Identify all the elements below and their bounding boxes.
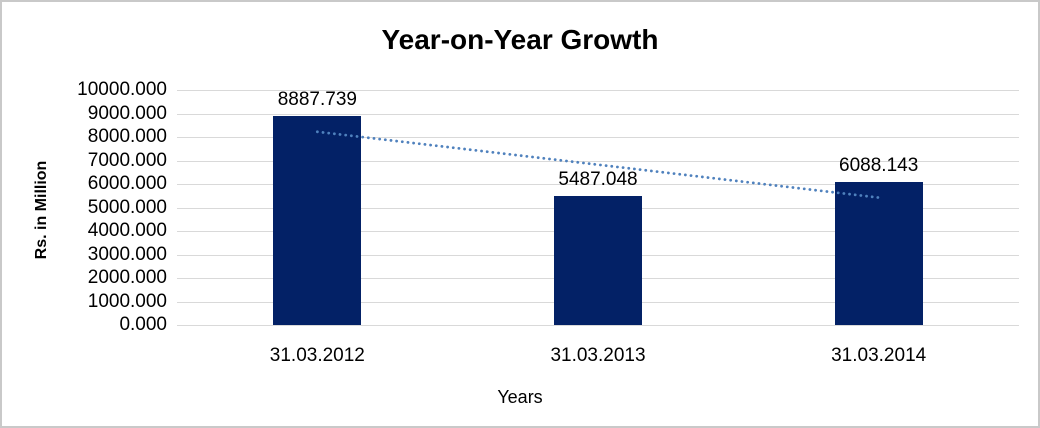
bar-value-label: 8887.739	[277, 89, 357, 111]
y-tick-label: 9000.000	[87, 102, 167, 124]
chart-title: Year-on-Year Growth	[381, 24, 659, 55]
y-tick-label: 3000.000	[87, 243, 167, 265]
bar	[273, 116, 362, 325]
y-tick-label: 10000.000	[77, 79, 167, 100]
bar	[554, 196, 642, 325]
bar-value-label: 6088.143	[839, 154, 919, 176]
y-tick-label: 7000.000	[87, 149, 167, 171]
y-tick-label: 6000.000	[87, 173, 167, 194]
x-axis-title: Years	[497, 387, 543, 407]
x-tick-label: 31.03.2014	[831, 345, 927, 366]
gridline	[177, 113, 1019, 115]
y-tick-label: 8000.000	[87, 126, 167, 147]
x-tick-label: 31.03.2012	[269, 345, 365, 366]
x-tick-label: 31.03.2013	[550, 345, 646, 366]
bar-value-label: 5487.048	[558, 169, 638, 191]
y-tick-label: 2000.000	[87, 267, 167, 288]
y-tick-label: 4000.000	[87, 220, 167, 241]
bar	[834, 181, 923, 325]
gridline	[177, 90, 1019, 91]
y-tick-label: 0.000	[119, 314, 167, 335]
gridline	[177, 325, 1019, 326]
y-tick-label: 1000.000	[87, 290, 167, 312]
y-tick-label: 5000.000	[87, 196, 167, 218]
